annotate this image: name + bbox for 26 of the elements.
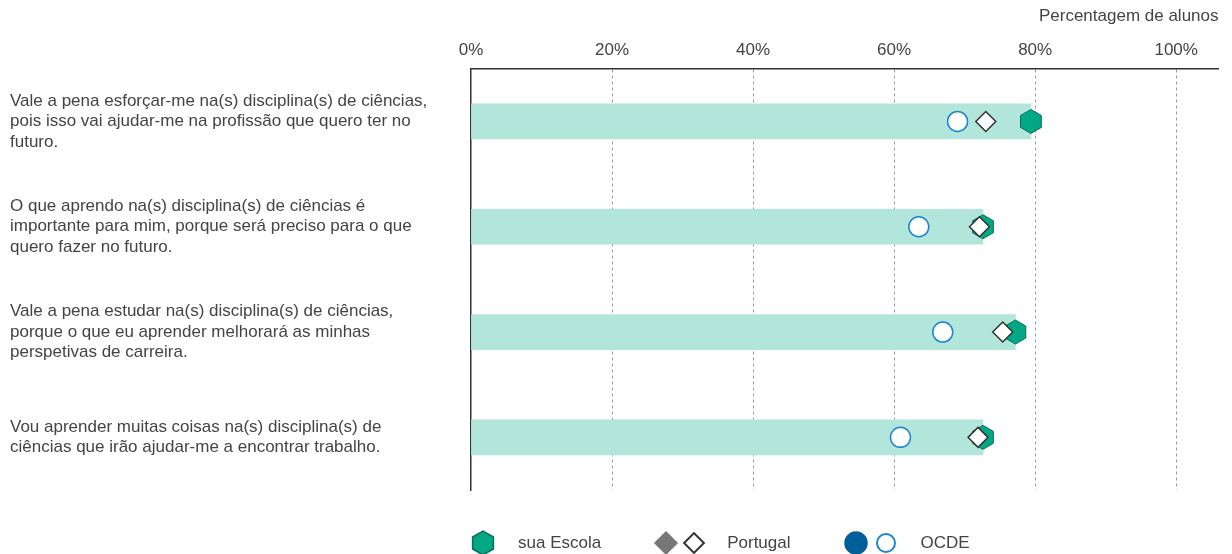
x-tick-label: 80%: [1018, 40, 1053, 60]
legend-label: Portugal: [727, 533, 791, 553]
legend-label: sua Escola: [518, 533, 602, 553]
bar: [471, 103, 1032, 140]
point: [967, 426, 989, 449]
bar: [471, 314, 1016, 350]
x-tick-label: 0%: [458, 40, 484, 60]
x-tick-label: 100%: [1154, 40, 1198, 60]
point: [889, 426, 912, 449]
point: [932, 321, 954, 343]
x-axis-title: Percentagem de alunos: [1038, 5, 1219, 25]
y-tick-label: O que aprendo na(s) disciplina(s) de ciências é importante para mim, porque será preciso para o que quero fazer no futuro.: [10, 196, 412, 256]
point: [991, 321, 1014, 343]
point: [975, 110, 997, 133]
legend-label: OCDE: [920, 533, 970, 553]
y-tick-label: Vou aprender muitas coisas na(s) disciplina(s) de ciências que irão ajudar-me a encontrar trabalho.: [10, 416, 382, 457]
x-tick-label: 20%: [595, 40, 630, 60]
x-tick-label: 60%: [877, 40, 912, 60]
x-tick-label: 40%: [736, 40, 771, 60]
y-tick-label: Vale a pena estudar na(s) disciplina(s) de ciências, porque o que eu aprender melhorará as minhas perspetivas de carreira.: [10, 301, 394, 362]
point: [946, 110, 969, 133]
y-tick-label: Vale a pena esforçar-me na(s) disciplina(s) de ciências, pois isso vai ajudar-me na profissão que quero ter no futuro.: [10, 90, 428, 151]
point: [1020, 108, 1042, 134]
bar: [471, 208, 984, 245]
point: [908, 216, 930, 238]
bar: [471, 419, 984, 456]
